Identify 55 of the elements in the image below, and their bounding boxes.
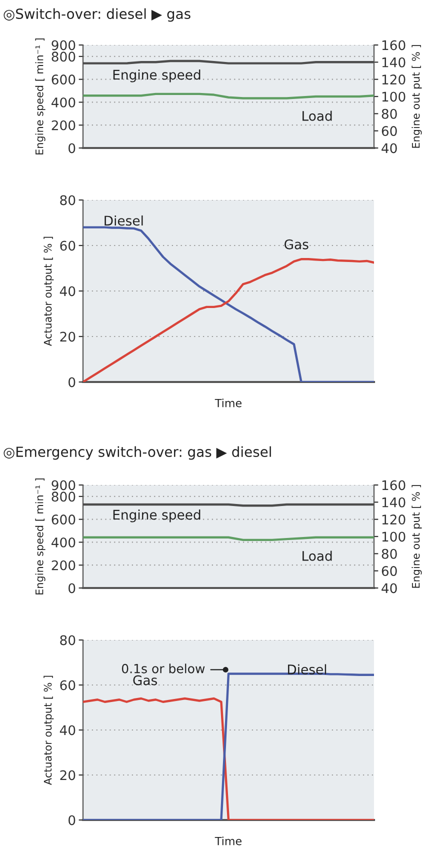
y2-tick-label: 140 bbox=[382, 57, 406, 68]
y2-tick-label: 100 bbox=[382, 92, 406, 102]
y-tick-label: 0 bbox=[68, 377, 76, 388]
y2-tick-label: 120 bbox=[382, 74, 406, 85]
y-tick-label: 0 bbox=[68, 143, 76, 154]
x-axis-title: Time bbox=[214, 836, 242, 846]
series-label: Engine speed bbox=[113, 70, 200, 82]
y-tick-label: 900 bbox=[52, 40, 76, 50]
y-tick-label: 0 bbox=[68, 583, 76, 594]
y2-axis-title: Engine out put [ % ] bbox=[412, 485, 422, 588]
y-tick-label: 80 bbox=[60, 195, 76, 206]
y-tick-label: 40 bbox=[60, 286, 76, 296]
y-axis-title: Engine speed [ min⁻¹ ] bbox=[35, 38, 46, 154]
annotation: 0.1s or below bbox=[122, 664, 205, 674]
y-tick-label: 800 bbox=[52, 52, 76, 62]
series-label: Diesel bbox=[288, 664, 326, 674]
series-label: Load bbox=[302, 110, 332, 121]
y2-tick-label: 140 bbox=[382, 497, 406, 508]
y2-tick-label: 80 bbox=[382, 548, 397, 559]
y-tick-label: 400 bbox=[52, 537, 76, 548]
y-tick-label: 60 bbox=[60, 680, 76, 690]
x-axis-title: Time bbox=[214, 398, 242, 408]
series-label: Gas bbox=[133, 675, 158, 686]
y-tick-label: 80 bbox=[60, 635, 76, 646]
chart-title: ◎Emergency switch-over: gas ▶ diesel bbox=[4, 446, 271, 460]
y2-tick-label: 100 bbox=[382, 532, 406, 542]
y2-tick-label: 40 bbox=[382, 143, 397, 154]
y-tick-label: 200 bbox=[52, 120, 76, 130]
y2-tick-label: 160 bbox=[382, 40, 406, 50]
series-label: Diesel bbox=[104, 215, 143, 226]
y-tick-label: 900 bbox=[52, 480, 76, 490]
y-tick-label: 60 bbox=[60, 240, 76, 251]
y2-tick-label: 160 bbox=[382, 480, 406, 490]
series-label: Load bbox=[302, 550, 332, 561]
series-label: Engine speed bbox=[113, 510, 200, 522]
y-axis-title: Engine speed [ min⁻¹ ] bbox=[35, 478, 46, 594]
y-axis-title: Actuator output [ % ] bbox=[44, 236, 54, 346]
chart-title: ◎Switch-over: diesel ▶ gas bbox=[4, 8, 190, 22]
y2-tick-label: 60 bbox=[382, 126, 397, 136]
y-tick-label: 0 bbox=[68, 815, 76, 826]
y-tick-label: 600 bbox=[52, 74, 76, 85]
y-tick-label: 600 bbox=[52, 514, 76, 525]
y-tick-label: 800 bbox=[52, 492, 76, 502]
y-tick-label: 200 bbox=[52, 560, 76, 570]
y2-axis-title: Engine out put [ % ] bbox=[412, 45, 422, 148]
y-tick-label: 400 bbox=[52, 97, 76, 108]
y2-tick-label: 120 bbox=[382, 514, 406, 525]
y-tick-label: 20 bbox=[60, 770, 76, 780]
series-label: Gas bbox=[284, 239, 308, 250]
y-axis-title: Actuator output [ % ] bbox=[44, 676, 54, 785]
y2-tick-label: 80 bbox=[382, 108, 397, 119]
y2-tick-label: 40 bbox=[382, 583, 397, 594]
y-tick-label: 40 bbox=[60, 725, 76, 736]
y-tick-label: 20 bbox=[60, 332, 76, 342]
y2-tick-label: 60 bbox=[382, 566, 397, 576]
